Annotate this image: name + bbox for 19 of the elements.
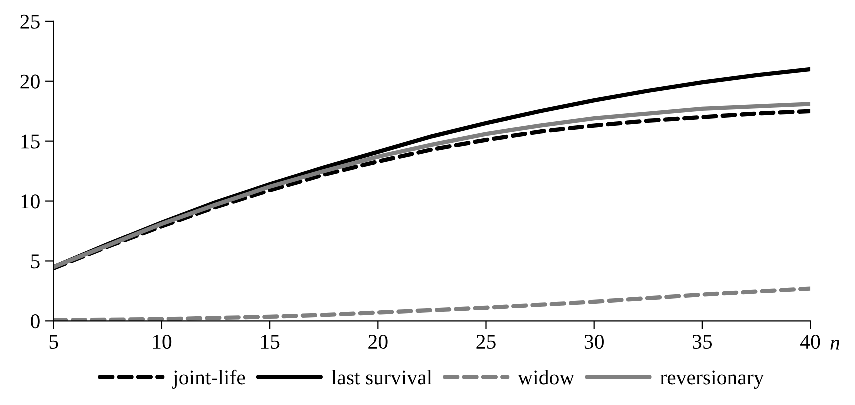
- legend-label: reversionary: [660, 370, 764, 390]
- x-tick-label: 15: [261, 335, 280, 350]
- legend-label: widow: [518, 370, 575, 385]
- y-tick-label: 20: [20, 74, 40, 89]
- x-tick-label: 10: [153, 334, 172, 350]
- y-tick-label: 10: [22, 194, 40, 209]
- x-tick-label: 40: [800, 334, 820, 350]
- x-tick-label: 5: [50, 335, 58, 350]
- y-tick-label: 15: [22, 134, 40, 149]
- x-tick-label: 35: [693, 335, 712, 350]
- legend-label: last survival: [332, 370, 432, 385]
- x-tick-label: 25: [476, 335, 496, 350]
- legend-label: joint-life: [172, 370, 246, 389]
- y-tick-label: 5: [31, 254, 40, 269]
- x-axis-title: n: [830, 340, 840, 350]
- x-tick-label: 30: [584, 334, 604, 350]
- x-tick-label: 20: [368, 334, 388, 350]
- y-tick-label: 25: [20, 14, 40, 29]
- y-tick-label: 0: [31, 314, 40, 329]
